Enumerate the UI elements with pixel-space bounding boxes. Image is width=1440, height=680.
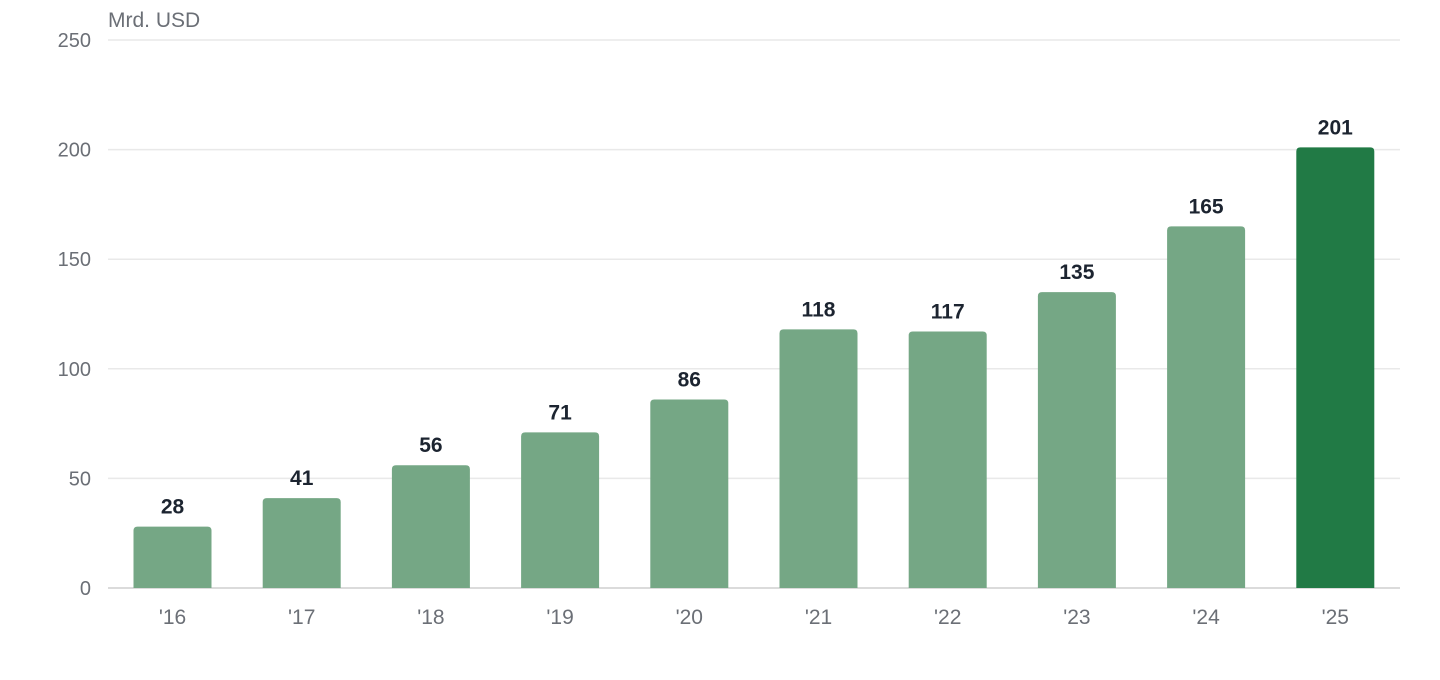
- bars: [133, 147, 1375, 588]
- y-axis: 0 50 100 150 200 250: [58, 30, 91, 600]
- x-tick-label: '22: [934, 606, 961, 629]
- bar: [521, 432, 600, 588]
- bar-value-label: 86: [678, 368, 701, 391]
- y-tick-label: 0: [80, 578, 91, 600]
- bar: [262, 498, 341, 588]
- x-tick-label: '18: [417, 606, 444, 629]
- x-tick-label: '21: [805, 606, 832, 629]
- x-tick-label: '17: [288, 606, 315, 629]
- bar: [779, 329, 858, 588]
- x-tick-label: '19: [546, 606, 573, 629]
- bar-value-label: 165: [1189, 195, 1224, 218]
- x-tick-label: '20: [676, 606, 703, 629]
- bar-value-label: 28: [161, 496, 185, 519]
- y-tick-label: 250: [58, 30, 91, 52]
- bar: [908, 331, 987, 588]
- bar: [391, 465, 470, 588]
- y-tick-label: 50: [69, 468, 91, 490]
- bar: [650, 399, 729, 588]
- y-tick-label: 200: [58, 140, 91, 162]
- x-axis: '16 '17 '18 '19 '20 '21 '22 '23 '24 '25: [159, 606, 1349, 629]
- bar-value-label: 118: [802, 298, 836, 321]
- x-tick-label: '23: [1063, 606, 1090, 629]
- bar-value-label: 201: [1318, 116, 1353, 139]
- x-tick-label: '25: [1322, 606, 1349, 629]
- bar-value-label: 41: [290, 467, 314, 490]
- y-axis-unit-label: Mrd. USD: [108, 9, 200, 32]
- bar: [133, 526, 212, 588]
- bar-value-label: 135: [1059, 261, 1094, 284]
- y-tick-label: 150: [58, 249, 91, 271]
- y-tick-label: 100: [58, 359, 91, 381]
- bar: [1037, 292, 1116, 588]
- bar-value-label: 117: [931, 301, 965, 324]
- bar-highlighted: [1296, 147, 1375, 588]
- data-labels: 28 41 56 71 86 118 117 135 165 201: [161, 116, 1353, 518]
- bar: [1167, 226, 1246, 588]
- bar-value-label: 71: [548, 401, 572, 424]
- x-tick-label: '16: [159, 606, 186, 629]
- bar-value-label: 56: [419, 434, 442, 457]
- x-tick-label: '24: [1192, 606, 1220, 629]
